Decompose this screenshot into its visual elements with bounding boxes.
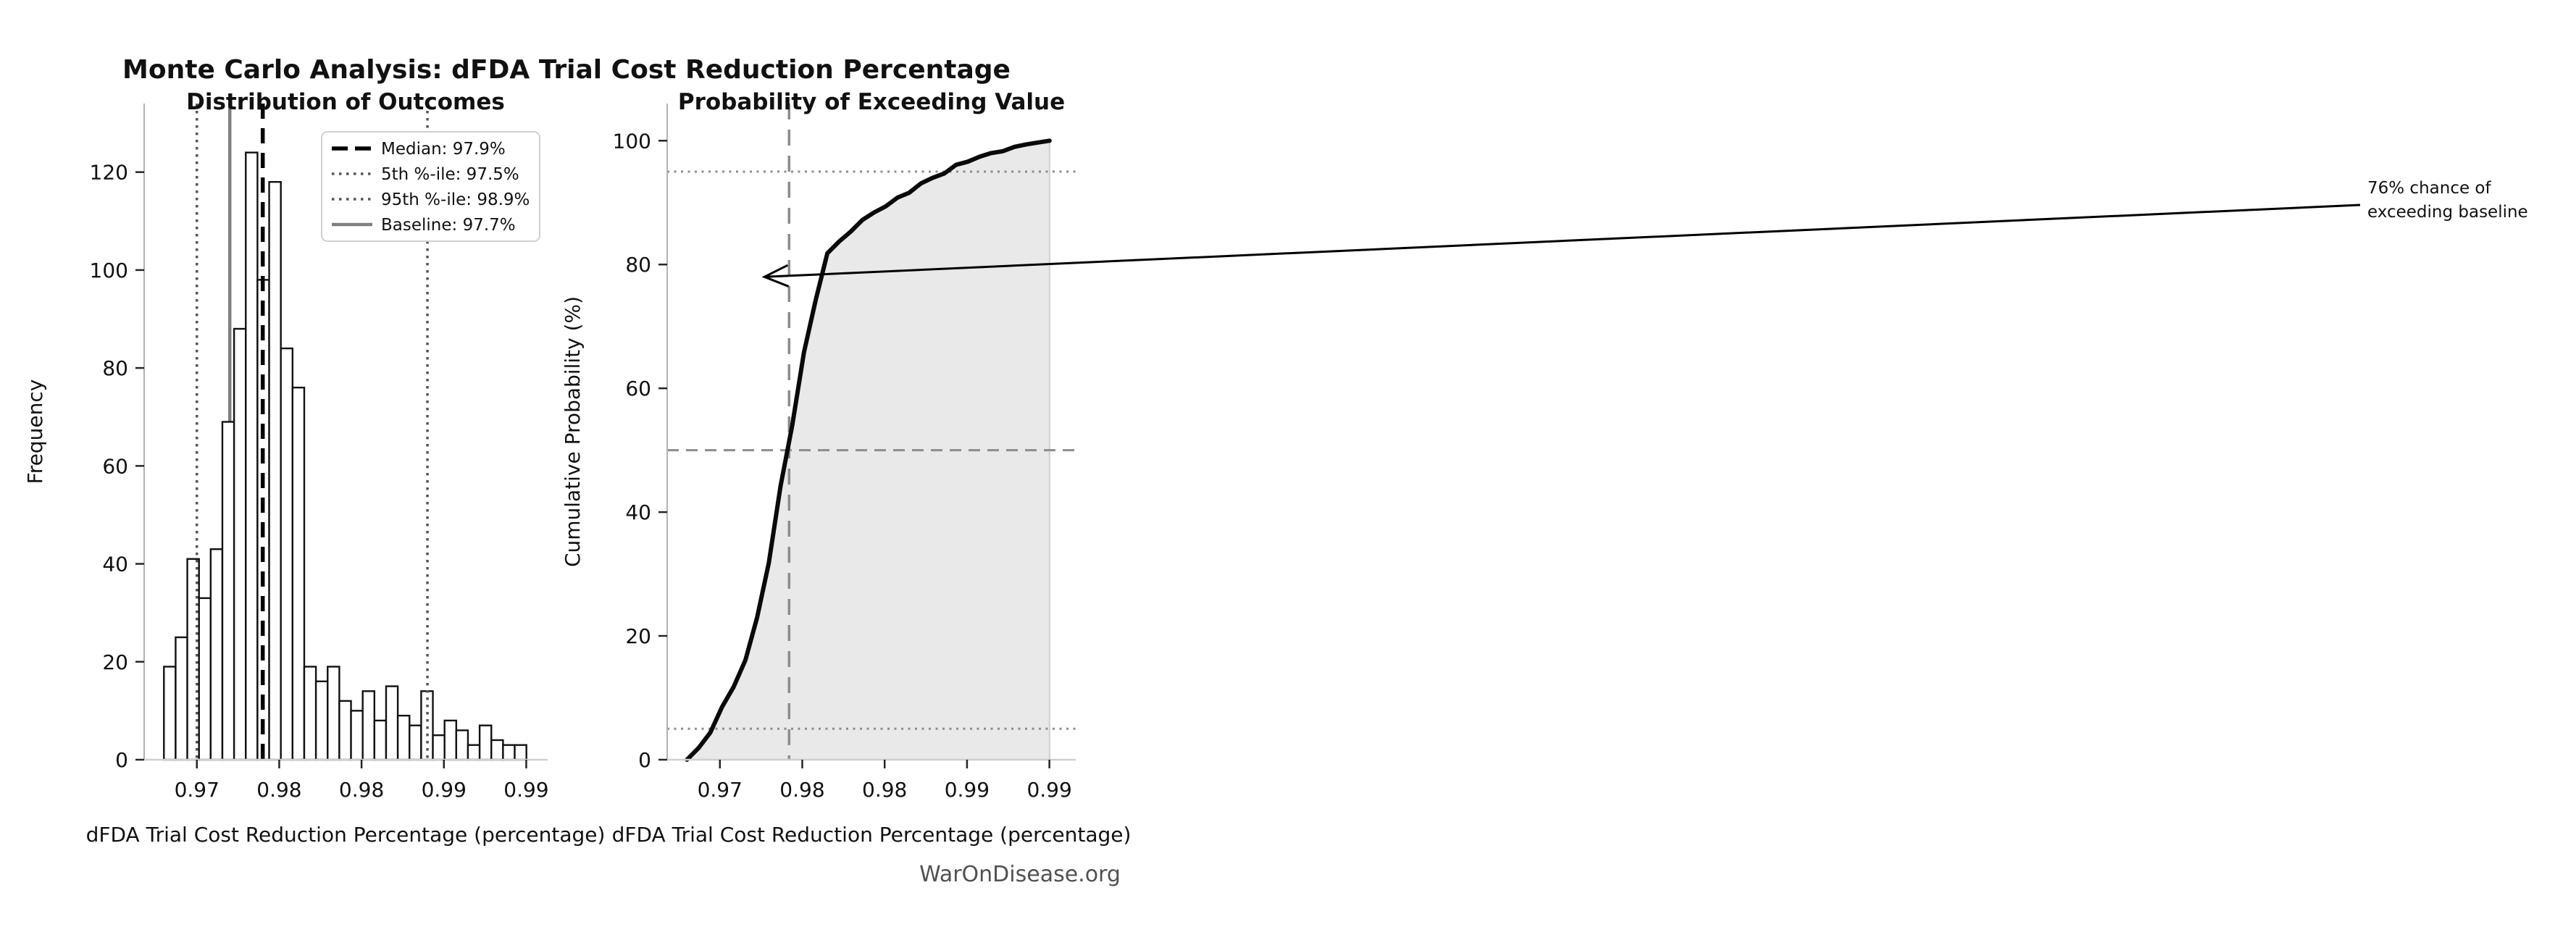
y-tick-label: 0 (115, 748, 128, 772)
histogram-axes-layer: 0.97 0.98 0.98 0.99 0.99 0 20 40 60 80 100 120 (90, 104, 549, 802)
histogram-bar (198, 597, 212, 761)
histogram-bar (478, 724, 493, 761)
annotation-line2: exceeding baseline (2367, 203, 2528, 222)
histogram-bar (327, 666, 340, 761)
y-tick-label: 40 (625, 500, 651, 524)
left-x-axis-label: dFDA Trial Cost Reduction Percentage (pe… (86, 823, 606, 847)
cdf-curve-layer (685, 138, 1052, 762)
histogram-bar (233, 327, 247, 761)
histogram-bar (490, 739, 504, 761)
left-y-axis-label: Frequency (23, 379, 47, 485)
y-tick-label: 100 (613, 129, 651, 153)
annotation-line1: 76% chance of (2367, 179, 2492, 198)
y-tick-label: 20 (102, 650, 128, 674)
right-subplot-title: Probability of Exceeding Value (678, 89, 1065, 115)
y-tick-label: 120 (90, 161, 128, 185)
y-tick-label: 40 (102, 553, 128, 576)
y-tick-label: 60 (102, 454, 128, 478)
watermark-text: WarOnDisease.org (919, 862, 1121, 887)
y-tick-label: 0 (638, 748, 651, 772)
annotation-arrow-shaft (767, 204, 2361, 278)
y-tick-label: 20 (625, 624, 651, 648)
histogram-bar (291, 386, 306, 761)
histogram-bar (245, 151, 259, 761)
histogram-bar (163, 666, 177, 761)
x-tick-label: 0.99 (1026, 778, 1071, 802)
right-x-axis-label: dFDA Trial Cost Reduction Percentage (pe… (612, 823, 1132, 847)
histogram-bar (314, 680, 329, 761)
x-tick-label: 0.99 (503, 778, 548, 802)
histogram-bar (373, 719, 388, 761)
x-tick-label: 0.98 (779, 778, 824, 802)
histogram-bar (409, 724, 422, 761)
histogram-bar (280, 347, 294, 761)
histogram-bar (455, 729, 469, 761)
histogram-bar (268, 180, 282, 761)
histogram-bar (385, 685, 399, 761)
histogram-bar (338, 700, 352, 761)
histogram-bar (209, 548, 224, 761)
x-tick-label: 0.97 (175, 778, 219, 802)
x-tick-label: 0.99 (422, 778, 467, 802)
left-subplot-title: Distribution of Outcomes (186, 89, 505, 115)
histogram-bar (303, 666, 317, 761)
legend-baseline-label: Baseline: 97.7% (381, 216, 516, 235)
x-tick-label: 0.98 (862, 778, 907, 802)
histogram-bar (396, 714, 411, 761)
histogram-bar (175, 636, 188, 761)
y-tick-label: 60 (625, 377, 651, 400)
legend-frame (321, 131, 540, 242)
x-tick-label: 0.98 (339, 778, 384, 802)
right-y-axis-label: Cumulative Probability (%) (561, 296, 585, 567)
legend-p5-label: 5th %-ile: 97.5% (381, 165, 519, 184)
legend-median-label: Median: 97.9% (381, 140, 506, 159)
y-tick-label: 80 (102, 356, 128, 380)
histogram-bar (514, 744, 527, 761)
x-tick-label: 0.99 (945, 778, 990, 802)
histogram-bar (443, 719, 458, 761)
cdf-curve (685, 138, 1052, 762)
cdf-shaded-area (687, 140, 1050, 760)
histogram-bar (502, 744, 516, 761)
legend-box: Median: 97.9% 5th %-ile: 97.5% 95th %-il… (321, 131, 540, 242)
histogram-bar (467, 744, 481, 761)
annotation-arrowhead-icon (761, 264, 790, 288)
figure-title: Monte Carlo Analysis: dFDA Trial Cost Re… (122, 55, 1011, 85)
annotation-arrow-layer (761, 204, 2361, 288)
histogram-bar (361, 690, 376, 761)
x-tick-label: 0.98 (256, 778, 301, 802)
histogram-bar (350, 710, 364, 761)
histogram-bar (432, 734, 446, 761)
cdf-axes-layer: 0.97 0.98 0.98 0.99 0.99 0 20 40 60 80 100 (613, 104, 1076, 802)
x-tick-label: 0.97 (698, 778, 743, 802)
histogram-bars-layer (163, 151, 527, 761)
histogram-bar (221, 421, 235, 761)
y-tick-label: 80 (625, 253, 651, 277)
legend-p95-label: 95th %-ile: 98.9% (381, 190, 530, 209)
y-tick-label: 100 (90, 259, 128, 282)
